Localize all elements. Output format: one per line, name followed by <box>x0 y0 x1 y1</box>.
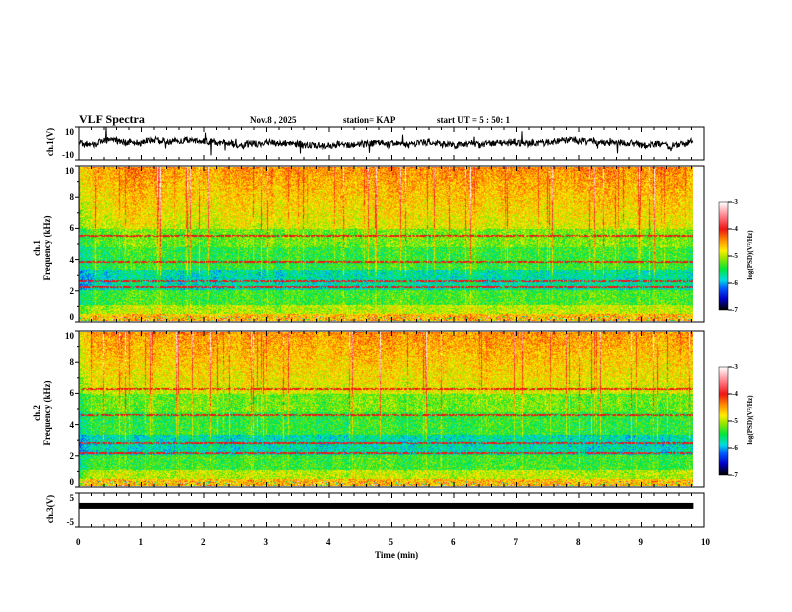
colorbar-tick-label: -4 <box>732 225 738 233</box>
colorbar-tick-label: -6 <box>732 444 738 452</box>
y-tick-label: 4 <box>69 419 75 430</box>
x-tick-label: 9 <box>638 537 644 547</box>
ch3-ylabel: ch.3(V) <box>45 494 55 524</box>
colorbar-tick-label: -4 <box>732 390 738 398</box>
x-tick-label: 1 <box>138 537 144 547</box>
y-tick-label: 2 <box>69 450 75 461</box>
x-axis-label: Time (min) <box>375 550 419 560</box>
panel-frame <box>78 165 705 323</box>
panel-frame <box>78 330 705 488</box>
ch1-spectrogram <box>79 167 693 321</box>
ch1-colorbar <box>719 202 728 310</box>
x-tick-label: 2 <box>201 537 206 547</box>
colorbar-frame <box>718 366 729 476</box>
ch1-ylabel: ch.1(V) <box>45 127 55 157</box>
date-label: Nov.8 , 2025 <box>250 115 297 125</box>
figure-title: VLF Spectra <box>79 112 145 126</box>
x-tick-label: 5 <box>388 537 394 547</box>
x-tick-label: 3 <box>263 537 269 547</box>
ch2-colorbar-label: log(PSD)(V²/Hz) <box>746 395 754 445</box>
y-tick-label: 4 <box>69 254 75 265</box>
colorbar-tick-label: -3 <box>732 198 738 206</box>
colorbar-tick-label: -6 <box>732 279 738 287</box>
y-tick-label: 10 <box>65 127 74 137</box>
ch2-colorbar <box>719 367 728 475</box>
ch1-freq-ylabel: ch.1 Frequency (kHz) <box>32 208 52 288</box>
start-time-label: start UT = 5 : 50: 1 <box>437 115 510 125</box>
y-tick-label: 6 <box>69 388 75 399</box>
x-tick-label: 10 <box>701 537 710 547</box>
colorbar-tick-label: -7 <box>732 306 738 314</box>
ch1-frequency-label: Frequency (kHz) <box>42 215 52 281</box>
x-tick-label: 7 <box>513 537 519 547</box>
ch2-frequency-label: Frequency (kHz) <box>42 380 52 446</box>
x-tick-label: 4 <box>326 537 331 547</box>
colorbar-tick-label: -5 <box>732 252 738 260</box>
panel-frame <box>78 492 705 528</box>
y-tick-label: -5 <box>66 517 75 527</box>
ch2-spectrogram <box>79 332 693 486</box>
ch3-waveform-band <box>79 502 694 509</box>
y-tick-label: 2 <box>69 285 75 296</box>
y-tick-label: 0 <box>69 477 75 487</box>
ch1-channel-label: ch.1 <box>32 240 42 256</box>
y-tick-label: 8 <box>69 357 75 368</box>
station-label: station= KAP <box>343 115 396 125</box>
x-tick-label: 0 <box>76 537 81 547</box>
y-tick-label: 6 <box>69 223 75 234</box>
colorbar-tick-label: -7 <box>732 471 738 479</box>
y-tick-label: 5 <box>69 493 75 503</box>
x-tick-label: 6 <box>451 537 456 547</box>
ch1-colorbar-label: log(PSD)(V²/Hz) <box>746 230 754 280</box>
y-tick-label: 10 <box>65 331 74 341</box>
ch2-channel-label: ch.2 <box>32 405 42 421</box>
y-tick-label: -10 <box>62 150 74 160</box>
y-tick-label: 0 <box>69 312 75 322</box>
x-tick-label: 8 <box>576 537 581 547</box>
ch1-waveform-line <box>78 126 694 156</box>
colorbar-tick-label: -5 <box>732 417 738 425</box>
ch2-freq-ylabel: ch.2 Frequency (kHz) <box>32 373 52 453</box>
y-tick-label: 8 <box>69 192 75 203</box>
colorbar-tick-label: -3 <box>732 363 738 371</box>
y-tick-label: 10 <box>65 166 74 176</box>
colorbar-frame <box>718 201 729 311</box>
